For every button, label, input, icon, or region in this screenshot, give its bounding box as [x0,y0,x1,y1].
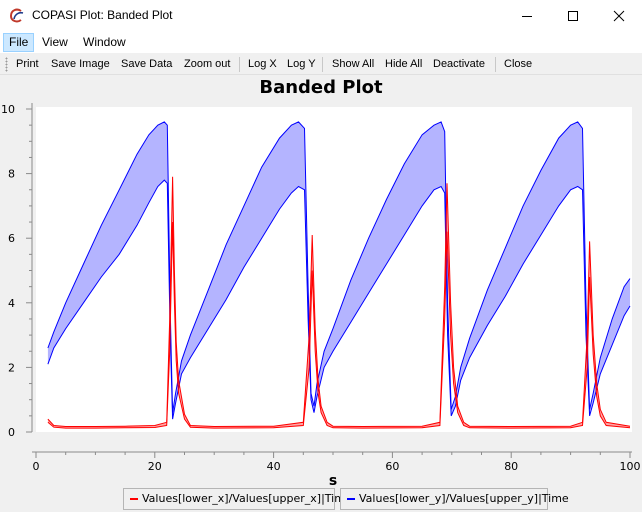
show-all-button[interactable]: Show All [332,58,375,70]
plot-title: Banded Plot [259,77,383,98]
y-tick-label: 0 [8,426,15,439]
y-tick-label: 2 [8,361,15,374]
y-tick-label: 10 [1,103,15,116]
minimize-button[interactable] [504,0,550,31]
save-image-button[interactable]: Save Image [51,58,110,70]
plot-toolbar: Print Save Image Save Data Zoom out Log … [0,53,642,75]
x-tick-label: 60 [385,460,399,473]
x-tick-label: 0 [33,460,40,473]
series-line-y-lower [47,179,631,420]
series-line-x-upper [47,176,631,428]
close-plot-button[interactable]: Close [504,58,533,70]
series-line-x-lower [47,221,631,429]
maximize-icon [568,10,578,21]
legend-label-x: Values[lower_x]/Values[upper_x]|Time [142,492,352,505]
legend-swatch-y [347,498,355,500]
x-tick-label: 100 [620,460,641,473]
title-bar[interactable]: COPASI Plot: Banded Plot [0,0,642,31]
y-tick-label: 4 [8,297,15,310]
legend-item-x[interactable]: Values[lower_x]/Values[upper_x]|Time [123,488,352,510]
y-tick-label: 6 [8,232,15,245]
x-tick-label: 80 [504,460,518,473]
series-line-y-upper [47,121,631,413]
close-icon [613,10,625,21]
menu-bar: File View Window [0,31,642,53]
legend-swatch-x [130,498,138,500]
plot-area [36,107,632,432]
close-window-button[interactable] [596,0,642,31]
y-tick-label: 8 [8,168,15,181]
copasi-logo-icon [9,8,24,23]
print-button[interactable]: Print [16,58,39,70]
save-data-button[interactable]: Save Data [121,58,173,70]
log-x-button[interactable]: Log X [248,58,277,70]
legend-label-y: Values[lower_y]/Values[upper_y]|Time [359,492,569,505]
band-fill-y [47,121,630,420]
x-tick-label: 40 [267,460,281,473]
minimize-icon [522,15,532,17]
toolbar-separator [322,57,323,72]
menu-view[interactable]: View [42,35,68,49]
legend-item-y[interactable]: Values[lower_y]/Values[upper_y]|Time [340,488,569,510]
maximize-button[interactable] [550,0,596,31]
log-y-button[interactable]: Log Y [287,58,316,70]
toolbar-separator [495,57,496,72]
menu-window[interactable]: Window [83,35,126,49]
zoom-out-button[interactable]: Zoom out [184,58,231,70]
x-axis-label: s [329,473,337,486]
x-tick-label: 20 [148,460,162,473]
menu-file[interactable]: File [3,33,35,52]
toolbar-separator [239,57,240,72]
hide-all-button[interactable]: Hide All [385,58,423,70]
toolbar-grip[interactable] [5,57,8,72]
deactivate-button[interactable]: Deactivate [433,58,485,70]
window-title: COPASI Plot: Banded Plot [32,8,173,22]
